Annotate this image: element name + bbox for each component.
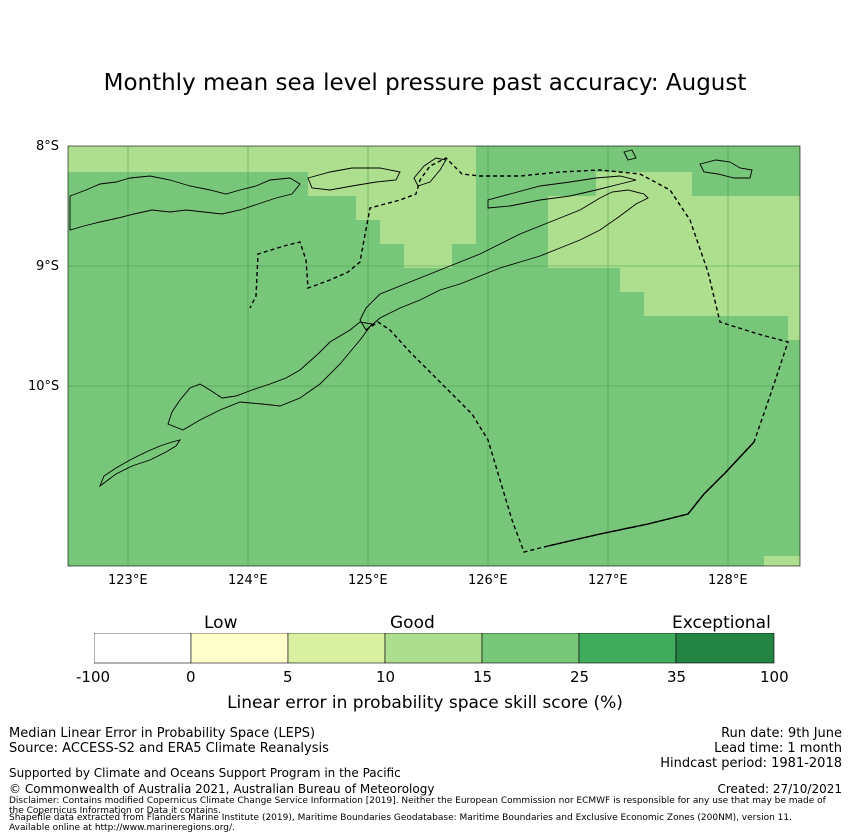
page-title: Monthly mean sea level pressure past acc… <box>103 70 747 96</box>
footer-shapefile: Shapefile data extracted from Flanders M… <box>9 813 792 823</box>
map <box>67 145 801 567</box>
colorbar <box>94 633 775 664</box>
colorbar-tick: 15 <box>473 668 493 686</box>
sumba-coastline <box>98 439 182 488</box>
footer-lead-time: Lead time: 1 month <box>714 741 842 756</box>
colorbar-tick: -100 <box>76 668 111 686</box>
colorbar-tick: 100 <box>760 668 789 686</box>
colorbar-segment <box>94 633 192 664</box>
lat-label: 9°S <box>36 259 60 274</box>
skill-grid <box>68 146 800 566</box>
map-frame <box>67 145 801 567</box>
flores-coastline <box>167 321 373 431</box>
skill-cell <box>644 292 800 316</box>
footer-shapefile: Available online at http://www.marinereg… <box>9 823 235 833</box>
footer-run-date: Run date: 9th June <box>721 726 842 741</box>
footer-disclaimer: Disclaimer: Contains modified Copernicus… <box>9 796 826 806</box>
colorbar-category-good: Good <box>390 613 435 633</box>
eez-boundary <box>249 157 789 553</box>
island-coastline <box>413 157 447 187</box>
footer-source: Source: ACCESS-S2 and ERA5 Climate Reana… <box>9 741 329 756</box>
lon-label: 128°E <box>708 573 748 588</box>
skill-cell <box>764 556 800 566</box>
north-islands-coastline <box>69 175 301 231</box>
colorbar-segment <box>481 633 580 664</box>
lon-label: 126°E <box>468 573 508 588</box>
skill-cell <box>404 244 452 268</box>
footer-copyright: © Commonwealth of Australia 2021, Austra… <box>9 782 435 796</box>
colorbar-segment <box>287 633 386 664</box>
colorbar-label: Linear error in probability space skill … <box>227 693 623 713</box>
wetar-coastline <box>487 175 637 209</box>
lon-label: 123°E <box>108 573 148 588</box>
skill-cell <box>356 196 476 220</box>
colorbar-tick: 0 <box>186 668 196 686</box>
lon-label: 124°E <box>228 573 268 588</box>
colorbar-segment <box>578 633 677 664</box>
island-coastline <box>623 149 637 161</box>
lat-label: 10°S <box>28 379 60 394</box>
colorbar-tick: 35 <box>667 668 687 686</box>
colorbar-tick: 25 <box>570 668 590 686</box>
colorbar-tick: 10 <box>376 668 396 686</box>
footer-hindcast: Hindcast period: 1981-2018 <box>660 756 842 771</box>
footer-method: Median Linear Error in Probability Space… <box>9 726 316 741</box>
timor-coastline <box>359 189 649 331</box>
skill-cell <box>548 196 800 268</box>
coastlines <box>69 149 753 488</box>
colorbar-tick: 5 <box>283 668 293 686</box>
skill-cell <box>380 220 476 244</box>
colorbar-segment <box>675 633 775 664</box>
lat-label: 8°S <box>36 139 60 154</box>
footer-created: Created: 27/10/2021 <box>717 782 842 796</box>
colorbar-category-exceptional: Exceptional <box>672 613 771 633</box>
island-coastline <box>699 159 753 179</box>
skill-cell <box>308 172 476 196</box>
lon-label: 125°E <box>348 573 388 588</box>
footer-support: Supported by Climate and Oceans Support … <box>9 766 401 780</box>
lon-label: 127°E <box>588 573 628 588</box>
skill-cell <box>788 316 800 340</box>
colorbar-segment <box>190 633 289 664</box>
alor-coastline <box>307 167 401 191</box>
colorbar-segment <box>384 633 483 664</box>
colorbar-category-low: Low <box>204 613 238 633</box>
footer-disclaimer: the Copernicus Information or Data it co… <box>9 806 221 816</box>
skill-cell <box>68 146 476 172</box>
eez-solid <box>547 441 755 547</box>
graticule <box>68 146 800 566</box>
